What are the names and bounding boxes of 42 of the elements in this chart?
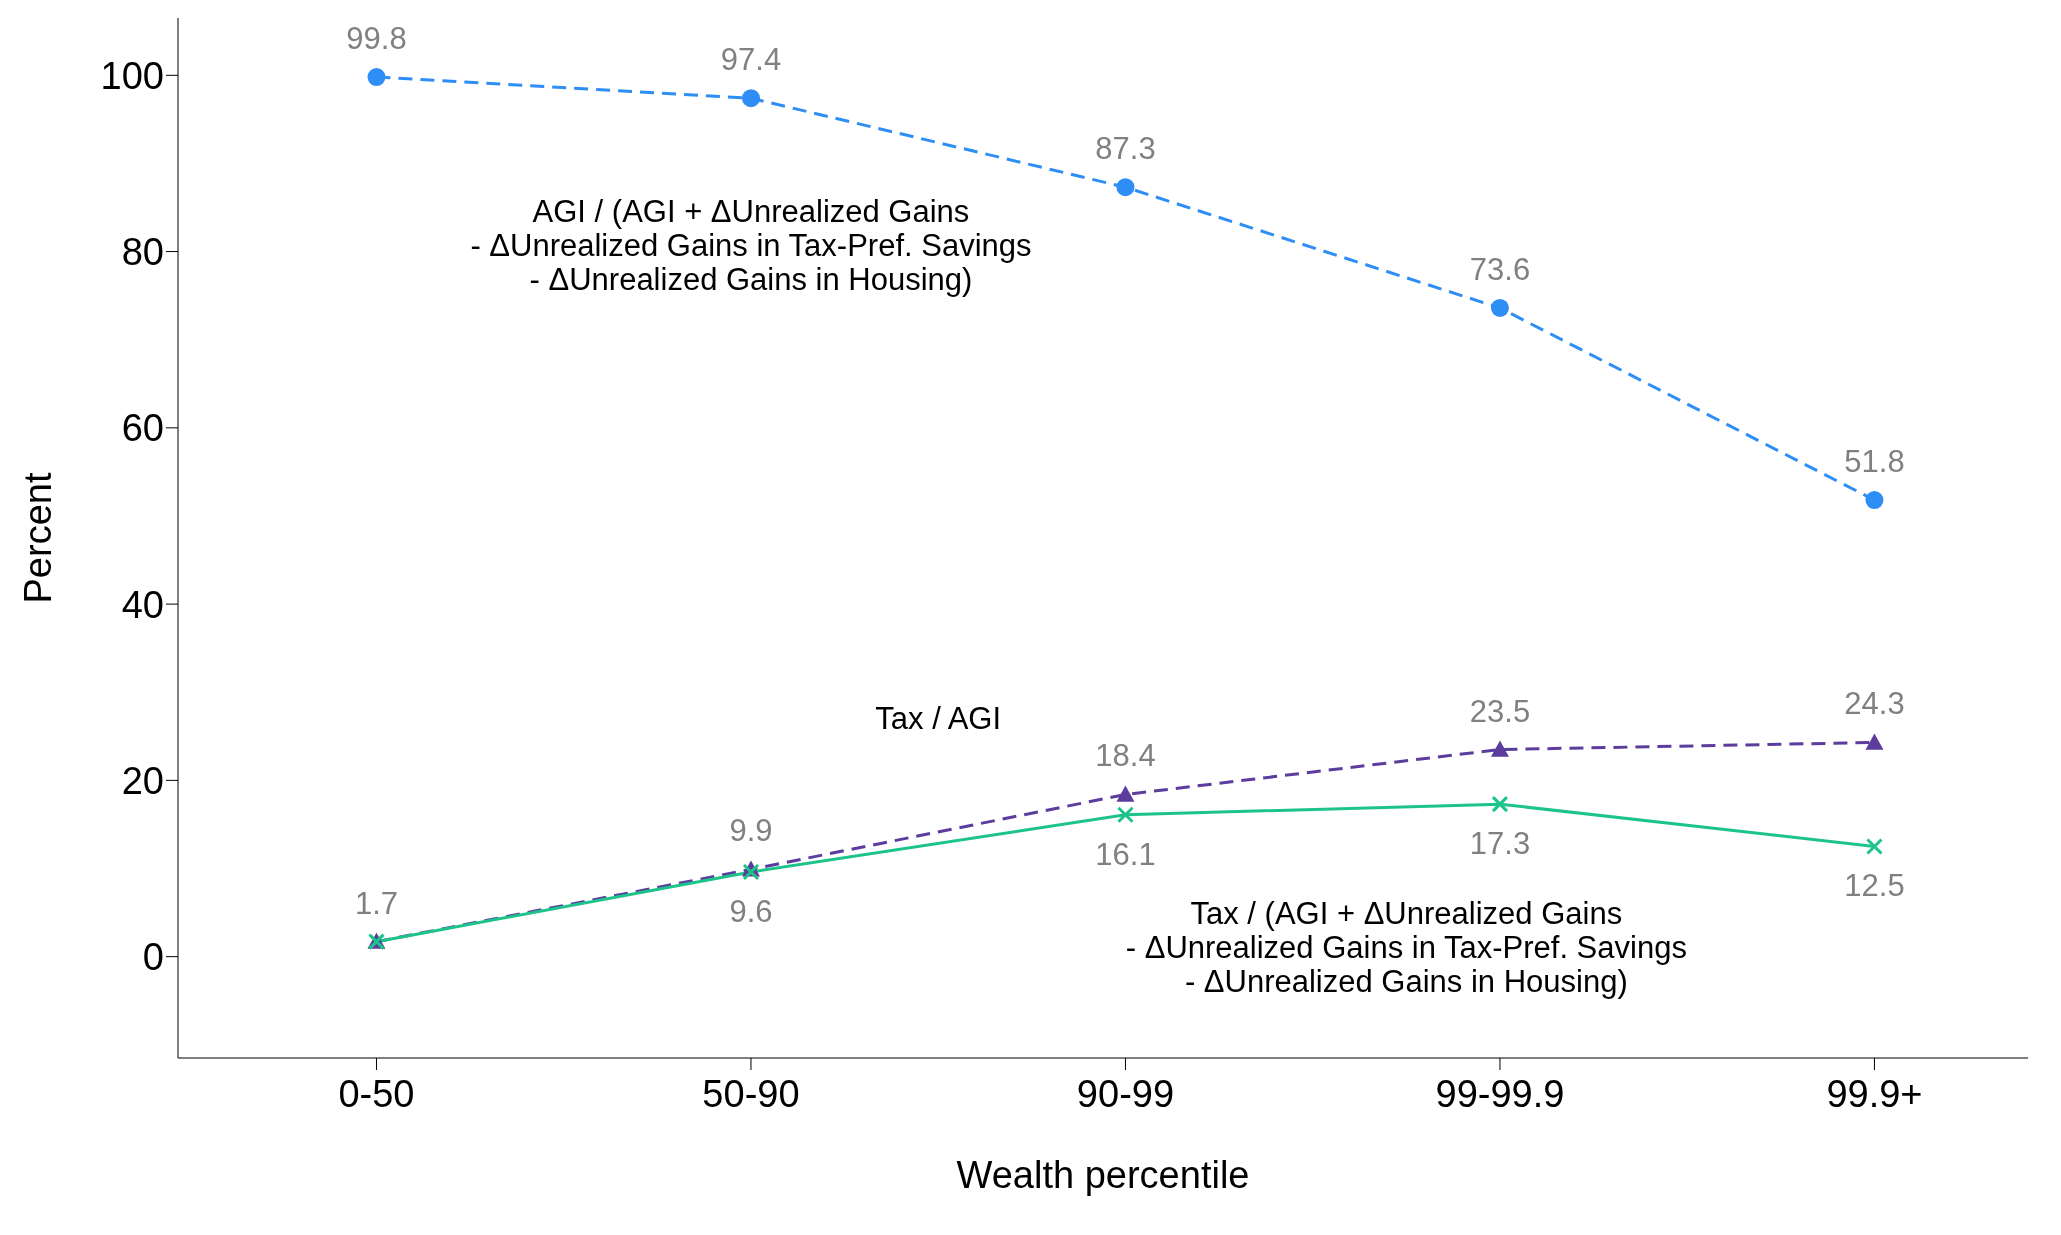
y-axis-title: Percent <box>17 472 60 604</box>
y-tick-label: 0 <box>142 936 164 979</box>
data-label: 73.6 <box>1469 251 1531 287</box>
data-label: 23.5 <box>1469 693 1531 729</box>
point <box>1865 733 1884 750</box>
y-tick-label: 40 <box>121 583 164 626</box>
y-tick-label: 80 <box>121 231 164 274</box>
point <box>742 863 760 881</box>
data-label: 51.8 <box>1844 444 1905 480</box>
text: Tax / AGI <box>875 700 1002 736</box>
point <box>741 89 760 108</box>
x-tick-label: 99.9+ <box>1826 1072 1923 1115</box>
point <box>367 68 386 87</box>
point <box>1116 785 1135 802</box>
point <box>1490 298 1509 317</box>
data-label: 24.3 <box>1844 686 1905 722</box>
y-tick-label: 100 <box>100 54 164 97</box>
data-label: 97.4 <box>720 42 782 78</box>
data-label: 99.8 <box>346 21 407 57</box>
point <box>1865 837 1883 855</box>
x-tick-label: 0-50 <box>338 1072 415 1115</box>
x-tick-label: 99-99.9 <box>1435 1072 1565 1115</box>
point <box>1491 795 1509 813</box>
data-label: 9.6 <box>729 894 773 930</box>
data-label: 16.1 <box>1095 836 1156 872</box>
x-tick-label: 90-99 <box>1076 1072 1175 1115</box>
data-label: 18.4 <box>1095 738 1156 774</box>
point <box>1865 491 1884 510</box>
x-axis-title: Wealth percentile <box>956 1154 1250 1196</box>
data-label: 17.3 <box>1469 826 1531 862</box>
data-label: 87.3 <box>1095 131 1156 167</box>
point <box>1116 806 1134 824</box>
x-tick-label: 50-90 <box>702 1072 800 1115</box>
point <box>1116 178 1135 197</box>
data-label: 9.9 <box>729 813 773 849</box>
series-label: AGI / (AGI + ΔUnrealized Gains - ΔUnrealized Gains in Tax-Pref. Savings - ΔUnrealized Gains in Housing) <box>470 194 1032 298</box>
data-label: 12.5 <box>1844 868 1905 904</box>
data-label: 1.7 <box>354 885 399 921</box>
y-tick-label: 60 <box>121 407 164 450</box>
y-tick-label: 20 <box>121 759 164 802</box>
point <box>1490 740 1509 757</box>
text: Tax / (AGI + ΔUnrealized Gains - ΔUnrealized Gains in Tax-Pref. Savings - ΔUnrealized Gains in Housing) <box>1125 895 1687 999</box>
